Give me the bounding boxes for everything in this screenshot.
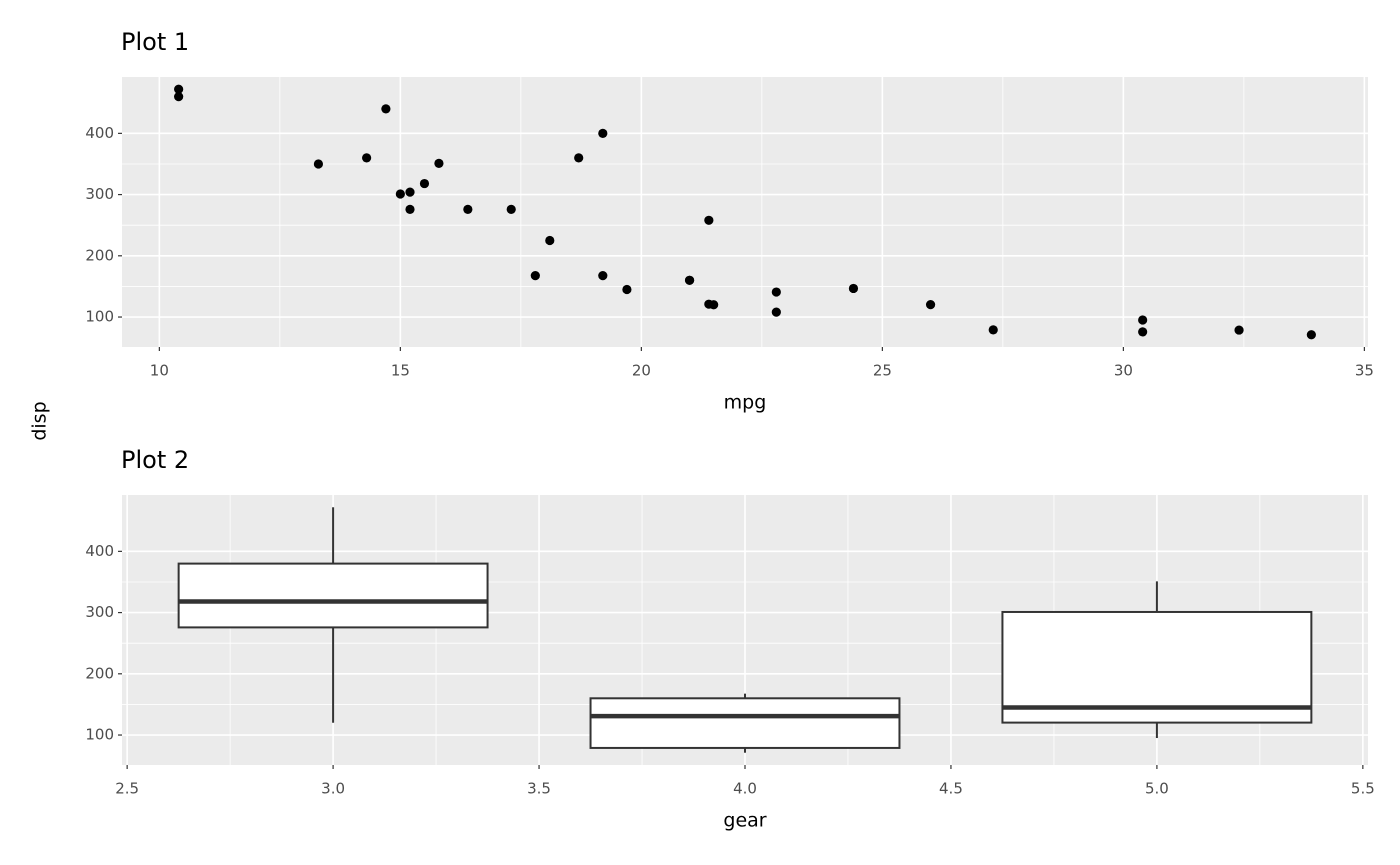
x-axis-title: gear xyxy=(723,810,766,832)
point xyxy=(463,204,473,214)
box xyxy=(177,562,489,629)
point xyxy=(848,283,859,294)
y-tick-label: 100 xyxy=(85,726,114,744)
y-axis-title: disp xyxy=(29,401,51,440)
panel-background xyxy=(122,77,1368,347)
point xyxy=(1234,325,1244,335)
point xyxy=(405,204,415,214)
x-tick-label: 15 xyxy=(391,362,410,380)
y-tick-label: 200 xyxy=(85,246,114,264)
x-tick-label: 30 xyxy=(1114,362,1133,380)
point xyxy=(530,271,540,281)
y-tick-label: 100 xyxy=(85,308,114,326)
point xyxy=(1306,330,1316,340)
point xyxy=(598,271,608,281)
x-tick-label: 2.5 xyxy=(115,780,139,798)
point xyxy=(598,128,608,138)
x-tick-label: 20 xyxy=(632,362,651,380)
x-tick-label: 3.0 xyxy=(321,780,345,798)
x-tick-label: 3.5 xyxy=(527,780,551,798)
chart-title: Plot 2 xyxy=(121,446,189,474)
x-tick-label: 35 xyxy=(1355,362,1374,380)
point xyxy=(574,153,584,163)
point xyxy=(313,159,324,169)
point xyxy=(771,287,781,297)
x-tick-label: 4.5 xyxy=(939,780,963,798)
point xyxy=(381,104,391,114)
point xyxy=(1138,327,1148,337)
point xyxy=(925,300,936,310)
chart-title: Plot 1 xyxy=(121,28,189,56)
point xyxy=(545,235,555,246)
point xyxy=(771,307,781,317)
y-tick-label: 300 xyxy=(85,603,114,621)
point xyxy=(434,158,444,168)
point xyxy=(362,153,372,163)
point xyxy=(704,215,714,225)
box xyxy=(1001,610,1313,724)
point xyxy=(704,299,714,309)
y-tick-label: 400 xyxy=(85,124,114,142)
y-tick-label: 200 xyxy=(85,664,114,682)
point xyxy=(988,325,998,335)
x-tick-label: 10 xyxy=(150,362,169,380)
y-tick-label: 300 xyxy=(85,185,114,203)
point xyxy=(684,275,695,285)
point xyxy=(1138,315,1148,325)
x-axis-title: mpg xyxy=(724,392,767,414)
point xyxy=(419,178,430,189)
point xyxy=(405,187,415,197)
x-tick-label: 5.5 xyxy=(1351,780,1375,798)
x-tick-label: 25 xyxy=(873,362,892,380)
x-tick-label: 5.0 xyxy=(1145,780,1169,798)
y-tick-label: 400 xyxy=(85,542,114,560)
point xyxy=(395,189,405,199)
point xyxy=(174,84,184,94)
point xyxy=(622,284,632,295)
x-tick-label: 4.0 xyxy=(733,780,757,798)
point xyxy=(174,92,184,102)
box xyxy=(589,697,901,749)
point xyxy=(506,204,516,214)
